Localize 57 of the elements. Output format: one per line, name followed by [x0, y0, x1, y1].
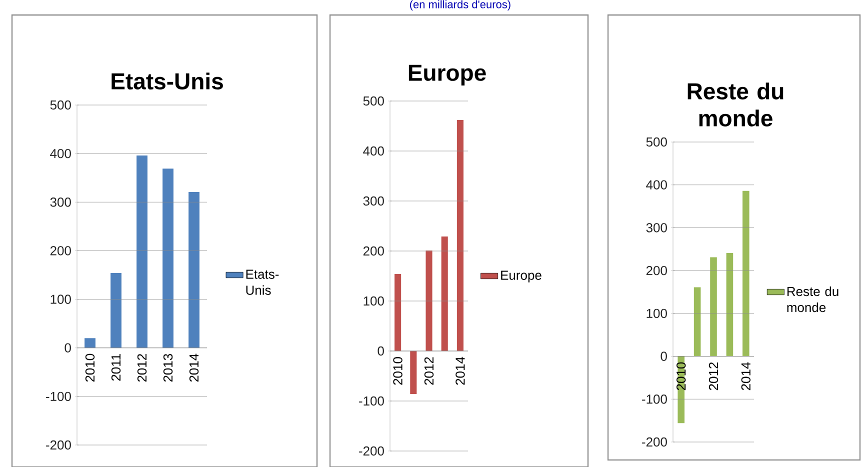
- x-tick-label: 2012: [708, 362, 718, 390]
- bar: [410, 351, 417, 394]
- x-tick-label: 2014: [456, 356, 465, 385]
- x-tick-label: 2010: [85, 354, 95, 382]
- y-tick-label: -100: [46, 392, 71, 402]
- bar: [394, 274, 402, 351]
- x-tick-label: 2010: [393, 357, 402, 385]
- y-tick-label: -200: [46, 440, 71, 450]
- y-tick-label: 100: [646, 308, 667, 318]
- legend-label: Reste du monde: [787, 286, 838, 312]
- y-tick-label: -200: [642, 437, 667, 447]
- bar: [162, 168, 174, 348]
- y-tick-label: 300: [646, 223, 667, 232]
- y-tick-label: 100: [364, 296, 384, 306]
- y-tick-label: 300: [363, 196, 384, 206]
- bar: [426, 250, 432, 351]
- chart-title: Reste du monde: [688, 82, 784, 126]
- chart-title: Etats-Unis: [112, 72, 223, 90]
- bar: [694, 287, 701, 356]
- y-tick-label: -200: [359, 446, 384, 456]
- bar: [84, 338, 96, 348]
- bar: [110, 273, 122, 348]
- y-tick-label: 200: [646, 266, 667, 276]
- x-tick-label: 2014: [741, 362, 751, 390]
- x-tick-label: 2011: [111, 354, 121, 381]
- y-tick-label: 400: [646, 180, 667, 190]
- bar: [136, 156, 148, 348]
- chart-title: Europe: [408, 64, 486, 86]
- bar: [456, 120, 464, 351]
- y-tick-label: 200: [363, 246, 384, 256]
- x-tick-label: 2013: [163, 354, 173, 382]
- y-tick-label: 300: [50, 198, 71, 207]
- y-tick-label: 400: [363, 146, 384, 156]
- legend-label: Europe: [501, 270, 542, 282]
- y-tick-label: 0: [660, 352, 667, 361]
- text: (en milliards d'euros): [410, 0, 510, 10]
- y-tick-label: 0: [64, 343, 71, 352]
- y-tick-label: -100: [359, 396, 384, 406]
- x-tick-label: 2012: [137, 354, 147, 382]
- bar: [678, 356, 685, 424]
- bar: [188, 192, 200, 348]
- bar: [742, 190, 750, 356]
- x-tick-label: 2012: [424, 357, 434, 385]
- y-tick-label: 0: [378, 346, 384, 356]
- bar: [726, 253, 734, 356]
- y-tick-label: 100: [50, 294, 71, 304]
- y-tick-label: 500: [646, 137, 667, 147]
- legend-label: Etats-Unis: [246, 270, 279, 295]
- y-tick-label: 500: [363, 96, 384, 106]
- y-tick-label: 200: [50, 246, 71, 256]
- x-tick-label: 2014: [189, 354, 199, 382]
- y-tick-label: -100: [642, 394, 667, 404]
- bar: [710, 257, 717, 356]
- y-tick-label: 400: [50, 148, 71, 158]
- x-tick-label: 2010: [676, 362, 686, 390]
- y-tick-label: 500: [50, 100, 71, 110]
- bar: [441, 236, 448, 351]
